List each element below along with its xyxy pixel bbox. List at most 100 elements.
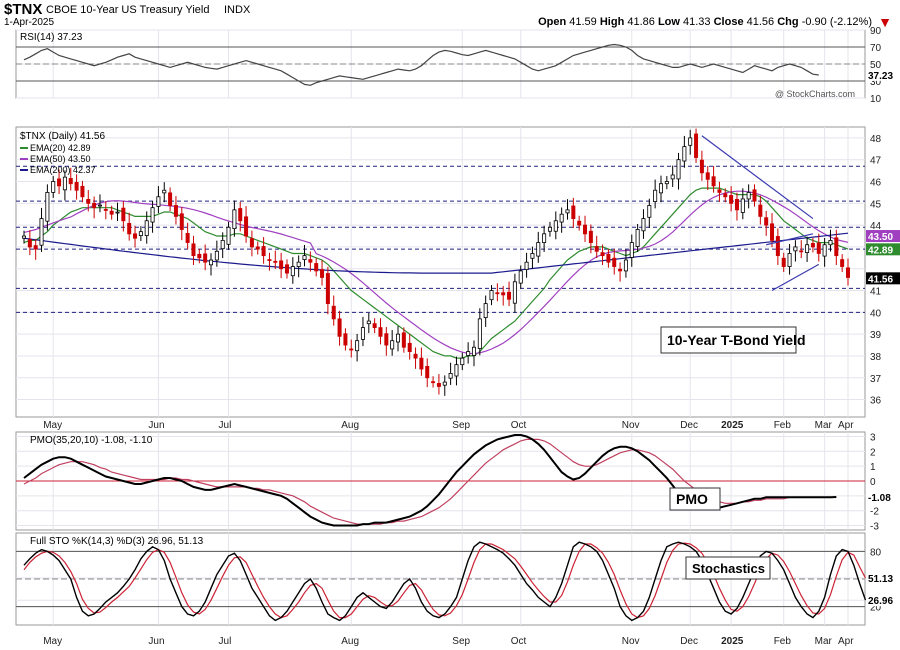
candle-body <box>734 198 739 211</box>
candle-body <box>162 189 167 194</box>
candle-body <box>349 348 354 351</box>
x-tick-label-price: Aug <box>341 420 359 431</box>
candle-body <box>401 332 406 348</box>
y-tick-label-price: 41 <box>870 287 882 298</box>
ohlc-readout: Open 41.59 High 41.86 Low 41.33 Close 41… <box>538 16 872 28</box>
candle-body <box>805 244 810 253</box>
candle-body <box>419 357 424 370</box>
candle-body <box>21 235 26 239</box>
stoch-annotation: Stochastics <box>692 561 765 576</box>
candle-body <box>372 323 377 329</box>
candle-body <box>606 253 611 263</box>
candle-body <box>115 211 120 214</box>
candle-body <box>121 207 126 222</box>
candle-body <box>296 261 301 267</box>
x-tick-label-bottom: Mar <box>815 636 833 647</box>
candle-body <box>448 372 453 379</box>
y-tick-label-pmo: 1 <box>870 462 876 473</box>
candle-body <box>103 209 108 211</box>
candle-body <box>723 193 728 198</box>
rsi-last-value-tag: 37.23 <box>868 71 893 82</box>
y-tick-label-price: 39 <box>870 330 882 341</box>
candle-body <box>279 260 284 270</box>
candle-body <box>413 353 418 359</box>
candle-body <box>764 217 769 226</box>
header-name: CBOE 10-Year US Treasury Yield <box>46 4 210 16</box>
candle-body <box>699 159 704 174</box>
x-tick-label-bottom: Aug <box>341 636 359 647</box>
candle-body <box>559 213 564 223</box>
candle-body <box>33 245 38 250</box>
candle-body <box>92 202 97 209</box>
price-axis-tag-42.89: 42.89 <box>868 245 893 256</box>
candle-body <box>618 268 623 272</box>
candle-body <box>489 290 494 301</box>
y-tick-label-price: 40 <box>870 308 882 319</box>
y-tick-label-rsi: 90 <box>870 26 882 37</box>
candle-body <box>185 233 190 243</box>
candle-body <box>746 192 751 200</box>
candle-body <box>518 270 523 284</box>
candle-body <box>547 226 552 232</box>
price-legend-symbol: $TNX (Daily) 41.56 <box>20 131 105 142</box>
y-tick-label-price: 46 <box>870 178 882 189</box>
candle-body <box>378 327 383 337</box>
candle-body <box>197 253 202 259</box>
candle-body <box>127 222 132 235</box>
candle-body <box>565 209 570 214</box>
candle-body <box>688 137 693 146</box>
panel-frame-price <box>15 126 866 418</box>
ema20-line <box>23 187 849 359</box>
candle-body <box>337 318 342 337</box>
candle-body <box>658 183 663 194</box>
candle-body <box>553 220 558 232</box>
candle-body <box>705 172 710 180</box>
stoch-axis-tag-bg <box>866 571 900 584</box>
candle-body <box>156 196 161 207</box>
candle-body <box>360 327 365 340</box>
candle-body <box>261 246 266 257</box>
candle-body <box>787 253 792 267</box>
candle-body <box>641 218 646 232</box>
pmo-annotation-box <box>669 487 721 511</box>
candle-body <box>138 231 143 236</box>
x-tick-label-price: Feb <box>774 420 792 431</box>
stoch-axis-tag: 51.13 <box>868 574 893 585</box>
candle-body <box>290 266 295 277</box>
chg-value: -0.90 (-2.12%) <box>801 16 872 28</box>
candle-body <box>267 259 272 261</box>
candle-body <box>822 244 827 257</box>
candle-body <box>425 366 430 379</box>
candle-body <box>846 267 851 278</box>
candle-body <box>600 252 605 257</box>
y-tick-label-rsi: 30 <box>870 77 882 88</box>
candle-body <box>396 333 401 343</box>
x-tick-label-bottom: Sep <box>452 636 470 647</box>
candle-body <box>676 159 681 180</box>
low-label: Low <box>657 16 680 28</box>
candle-body <box>308 259 313 263</box>
y-tick-label-price: 37 <box>870 374 882 385</box>
open-label: Open <box>538 16 567 28</box>
candle-body <box>471 346 476 356</box>
candle-body <box>623 259 628 272</box>
candle-body <box>173 205 178 217</box>
rsi-legend: RSI(14) 37.23 <box>20 32 83 43</box>
x-tick-label-price: Jun <box>148 420 164 431</box>
candle-body <box>191 243 196 257</box>
pmo-legend: PMO(35,20,10) -1.08, -1.10 <box>30 435 153 446</box>
low-value: 41.33 <box>683 16 711 28</box>
y-tick-label-price: 38 <box>870 352 882 363</box>
x-tick-label-bottom: Jun <box>148 636 164 647</box>
price-axis-tag-42.89-bg <box>866 243 900 256</box>
close-value: 41.56 <box>746 16 775 28</box>
y-tick-label-price: 47 <box>870 156 882 167</box>
high-label: High <box>599 16 625 28</box>
candle-body <box>542 233 547 243</box>
candle-body <box>45 192 50 222</box>
x-tick-label-price: Jul <box>219 420 232 431</box>
candle-body <box>431 381 436 384</box>
candle-body <box>810 243 815 248</box>
price-axis-tag-43.50-bg <box>866 230 900 243</box>
